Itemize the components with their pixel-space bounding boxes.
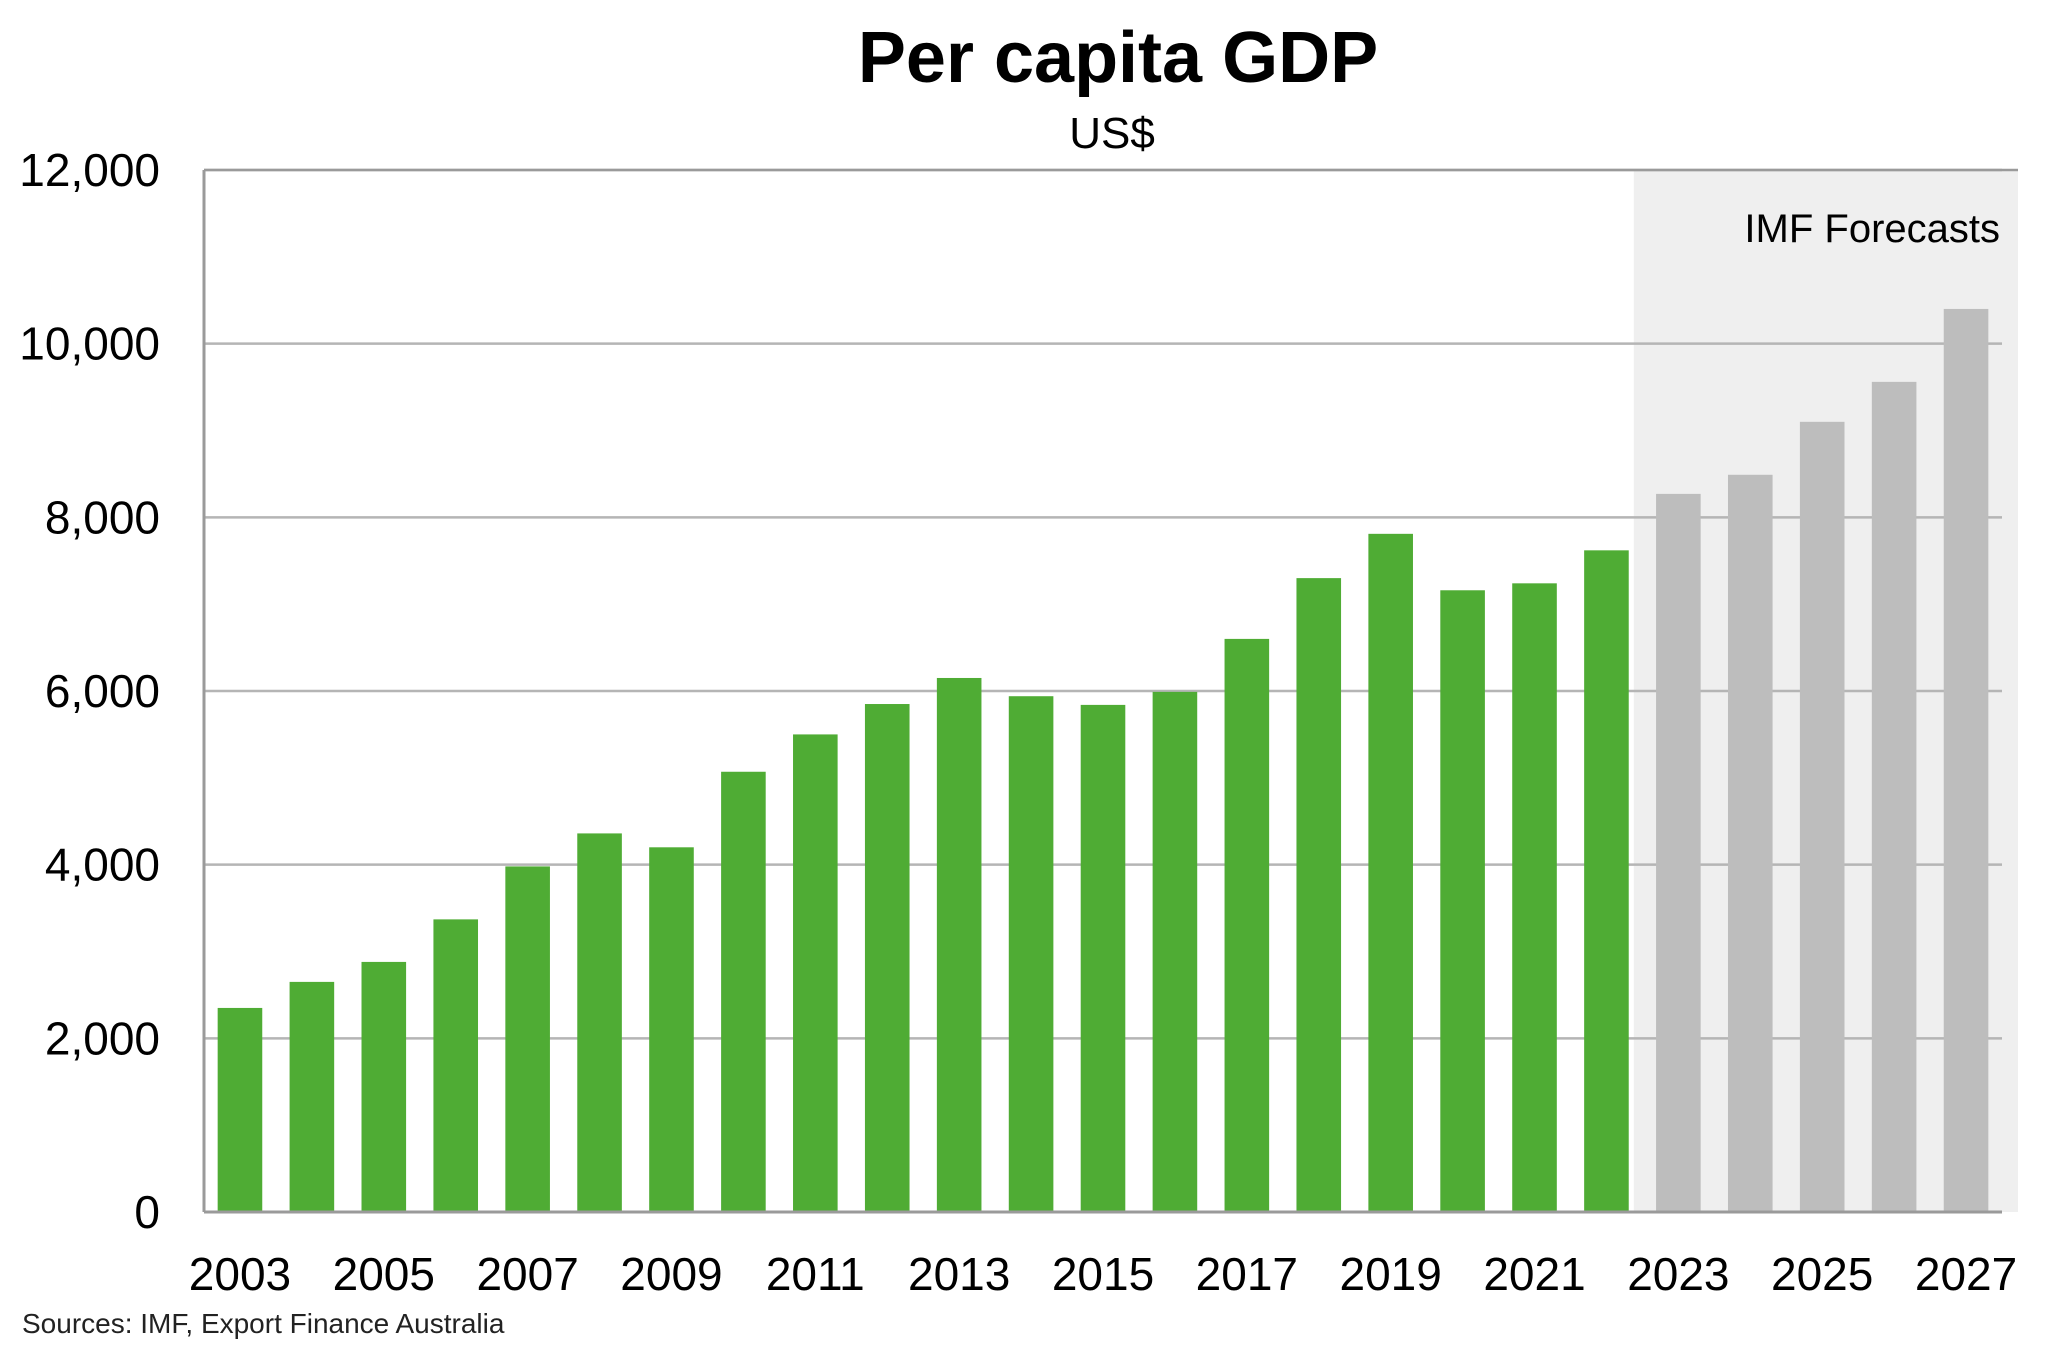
actual-bar — [721, 771, 766, 1212]
forecast-bar — [1871, 381, 1917, 1213]
x-tick-label: 2019 — [1340, 1248, 1442, 1300]
actual-bar — [1008, 696, 1054, 1212]
actual-bar — [289, 981, 335, 1212]
x-tick-label: 2007 — [476, 1248, 578, 1300]
y-tick-label: 6,000 — [45, 665, 160, 717]
actual-bar — [217, 1007, 263, 1212]
actual-bar — [1152, 691, 1198, 1212]
forecast-bar — [1656, 493, 1701, 1213]
x-tick-label: 2021 — [1483, 1248, 1585, 1300]
actual-bar — [505, 866, 550, 1212]
actual-bar — [936, 677, 982, 1212]
actual-bar — [864, 704, 910, 1212]
y-tick-label: 12,000 — [19, 144, 160, 196]
forecast-annotation: IMF Forecasts — [1744, 207, 2000, 251]
x-tick-label: 2003 — [189, 1248, 291, 1300]
y-tick-label: 10,000 — [19, 318, 160, 370]
actual-bar — [1080, 704, 1126, 1212]
y-tick-label: 8,000 — [45, 491, 160, 543]
x-tick-label: 2025 — [1771, 1248, 1873, 1300]
x-tick-label: 2015 — [1052, 1248, 1154, 1300]
forecast-bar — [1727, 474, 1773, 1212]
y-axis-ticks: 0 2,000 4,000 6,000 8,000 10,000 12,000 — [19, 144, 160, 1238]
actual-bar — [649, 847, 694, 1212]
x-tick-label: 2017 — [1196, 1248, 1298, 1300]
x-tick-label: 2023 — [1627, 1248, 1729, 1300]
y-tick-label: 4,000 — [45, 839, 160, 891]
y-tick-label: 2,000 — [45, 1012, 160, 1064]
x-tick-label: 2005 — [333, 1248, 435, 1300]
x-tick-label: 2013 — [908, 1248, 1010, 1300]
x-tick-label: 2027 — [1915, 1248, 2017, 1300]
source-note: Sources: IMF, Export Finance Australia — [22, 1308, 505, 1339]
chart-subtitle: US$ — [1069, 109, 1155, 158]
actual-bar — [1368, 533, 1413, 1212]
actual-bar — [793, 734, 838, 1212]
actual-bar — [1440, 590, 1485, 1212]
actual-bar — [361, 961, 407, 1212]
forecast-bar — [1943, 308, 1989, 1212]
y-tick-label: 0 — [134, 1186, 160, 1238]
actual-bar — [577, 833, 622, 1212]
bars — [217, 308, 1989, 1213]
actual-bar — [1512, 583, 1557, 1212]
x-axis-ticks: 2003 2005 2007 2009 2011 2013 2015 2017 2019 2021… — [189, 1248, 2017, 1300]
actual-bar — [1296, 578, 1342, 1212]
actual-bar — [1224, 638, 1270, 1212]
actual-bar — [1584, 550, 1629, 1212]
x-tick-label: 2009 — [620, 1248, 722, 1300]
chart-title: Per capita GDP — [858, 18, 1378, 98]
forecast-bar — [1799, 421, 1845, 1213]
actual-bar — [433, 919, 479, 1212]
axes — [202, 168, 2018, 1214]
x-tick-label: 2011 — [766, 1248, 865, 1300]
